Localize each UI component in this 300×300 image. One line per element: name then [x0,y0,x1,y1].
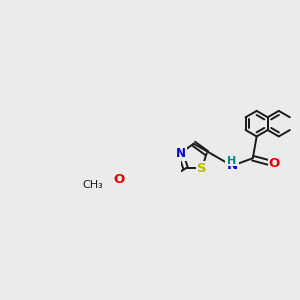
Text: CH₃: CH₃ [82,180,103,190]
Text: N: N [176,147,186,160]
Text: N: N [226,159,238,172]
Text: O: O [113,173,124,186]
Text: O: O [268,158,280,170]
Text: H: H [227,155,237,166]
Text: S: S [197,162,207,175]
